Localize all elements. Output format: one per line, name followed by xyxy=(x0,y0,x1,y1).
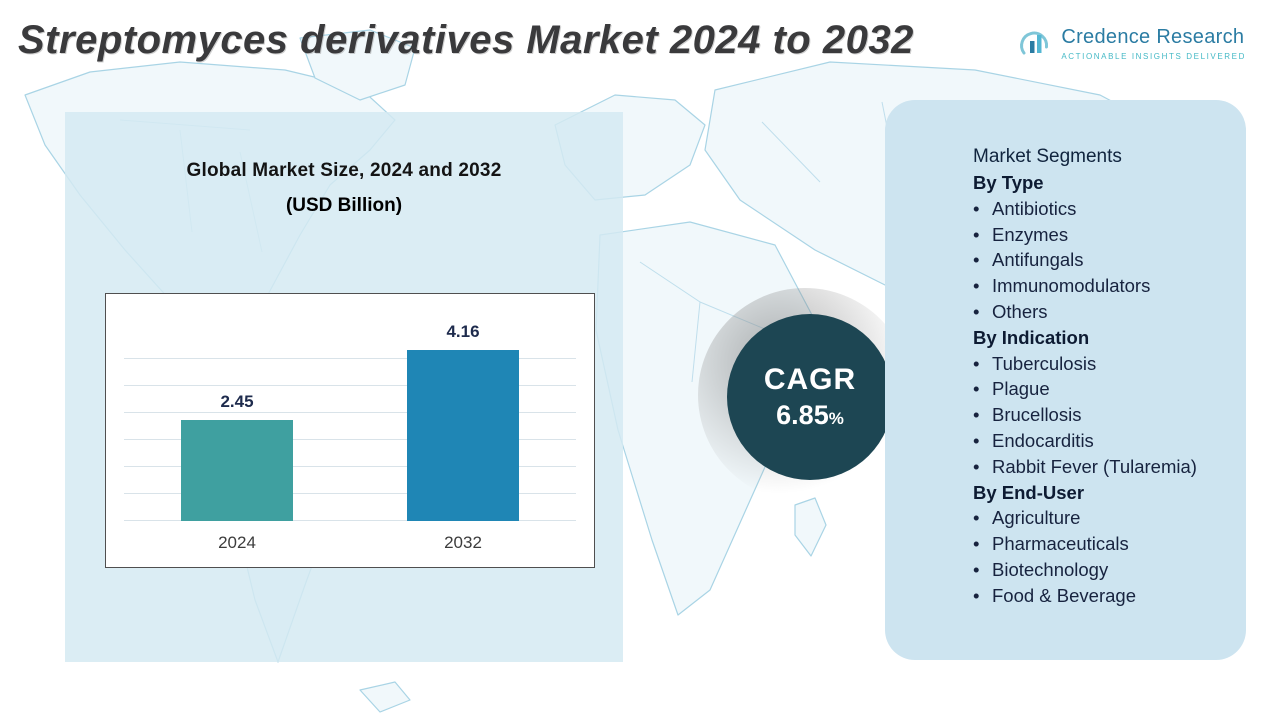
segment-item: • Brucellosis xyxy=(973,402,1236,428)
segment-item-label: Antifungals xyxy=(992,249,1084,271)
credence-logo-icon xyxy=(1017,26,1053,67)
chart-heading: Global Market Size, 2024 and 2032 (USD B… xyxy=(65,160,623,217)
logo-name: Credence Research xyxy=(1061,26,1245,48)
bullet-icon: • xyxy=(973,352,980,374)
segments-list: Market Segments By Type • Antibiotics • Enzy… xyxy=(973,144,1236,609)
segment-item-label: Enzymes xyxy=(992,223,1069,245)
segment-item: • Agriculture xyxy=(973,505,1236,531)
credence-logo: Credence Research Actionable Insights De… xyxy=(1017,26,1246,67)
bullet-icon: • xyxy=(973,558,980,580)
segment-item-label: Rabbit Fever (Tularemia) xyxy=(992,455,1197,477)
segment-item-label: Antibiotics xyxy=(992,197,1077,219)
segment-group-label: By End-User xyxy=(973,481,1085,503)
chart-title: Global Market Size, 2024 and 2032 xyxy=(186,160,502,181)
segment-group-label: By Type xyxy=(973,172,1044,193)
segment-item: • Others xyxy=(973,299,1236,325)
segment-item-label: Pharmaceuticals xyxy=(992,533,1129,555)
segment-item-label: Food & Beverage xyxy=(992,584,1136,606)
bar xyxy=(407,350,519,521)
segment-item: • Antifungals xyxy=(973,247,1236,273)
bullet-icon: • xyxy=(973,584,980,606)
cagr-badge: CAGR 6.85% xyxy=(727,314,893,480)
segment-item-label: Tuberculosis xyxy=(992,352,1097,374)
page-title: Streptomyces derivatives Market 2024 to … xyxy=(18,18,914,62)
segment-item: • Rabbit Fever (Tularemia) xyxy=(973,454,1236,480)
bullet-icon: • xyxy=(973,197,980,219)
bullet-icon: • xyxy=(973,223,980,245)
segments-header: Market Segments xyxy=(973,146,1122,167)
segment-item-label: Others xyxy=(992,300,1048,322)
segment-item: • Plague xyxy=(973,376,1236,402)
segment-item: • Antibiotics xyxy=(973,196,1236,222)
bullet-icon: • xyxy=(973,533,980,555)
bar-plot: 2.45 4.16 xyxy=(124,322,576,521)
bar-value-label: 4.16 xyxy=(446,322,480,341)
segment-group-label: By Indication xyxy=(973,326,1090,348)
segment-item-label: Biotechnology xyxy=(992,558,1109,580)
segment-item-label: Brucellosis xyxy=(992,404,1082,426)
segment-item-label: Plague xyxy=(992,378,1050,400)
bar xyxy=(181,420,293,521)
segment-item: • Pharmaceuticals xyxy=(973,531,1236,557)
market-size-panel: Global Market Size, 2024 and 2032 (USD B… xyxy=(65,112,623,662)
segment-item: • Enzymes xyxy=(973,222,1236,248)
bar-column: 4.16 xyxy=(407,322,519,521)
bullet-icon: • xyxy=(973,404,980,426)
bullet-icon: • xyxy=(973,455,980,477)
cagr-value: 6.85% xyxy=(776,400,844,430)
bar-category-label: 2024 xyxy=(218,533,256,552)
credence-logo-text: Credence Research Actionable Insights De… xyxy=(1061,26,1246,61)
x-labels: 2024 2032 xyxy=(124,533,576,555)
segment-item-label: Agriculture xyxy=(992,507,1081,529)
segment-item: • Tuberculosis xyxy=(973,351,1236,377)
chart-subtitle: (USD Billion) xyxy=(285,195,403,216)
bar-column: 2.45 xyxy=(181,336,293,521)
bullet-icon: • xyxy=(973,378,980,400)
bullet-icon: • xyxy=(973,507,980,529)
segment-item: • Food & Beverage xyxy=(973,583,1236,609)
bullet-icon: • xyxy=(973,275,980,297)
bullet-icon: • xyxy=(973,300,980,322)
logo-tagline: Actionable Insights Delivered xyxy=(1061,52,1246,61)
bullet-icon: • xyxy=(973,429,980,451)
cagr-label: CAGR xyxy=(763,363,857,396)
bullet-icon: • xyxy=(973,249,980,271)
bar-category-label: 2032 xyxy=(444,533,482,552)
segment-item: • Immunomodulators xyxy=(973,273,1236,299)
segment-item: • Biotechnology xyxy=(973,557,1236,583)
segment-item-label: Immunomodulators xyxy=(992,275,1151,297)
segment-item: • Endocarditis xyxy=(973,428,1236,454)
bar-chart: 2.45 4.16 2024 2032 xyxy=(105,293,595,568)
bar-value-label: 2.45 xyxy=(220,392,254,411)
segments-panel: Market Segments By Type • Antibiotics • Enzy… xyxy=(885,100,1246,660)
segment-item-label: Endocarditis xyxy=(992,429,1094,451)
